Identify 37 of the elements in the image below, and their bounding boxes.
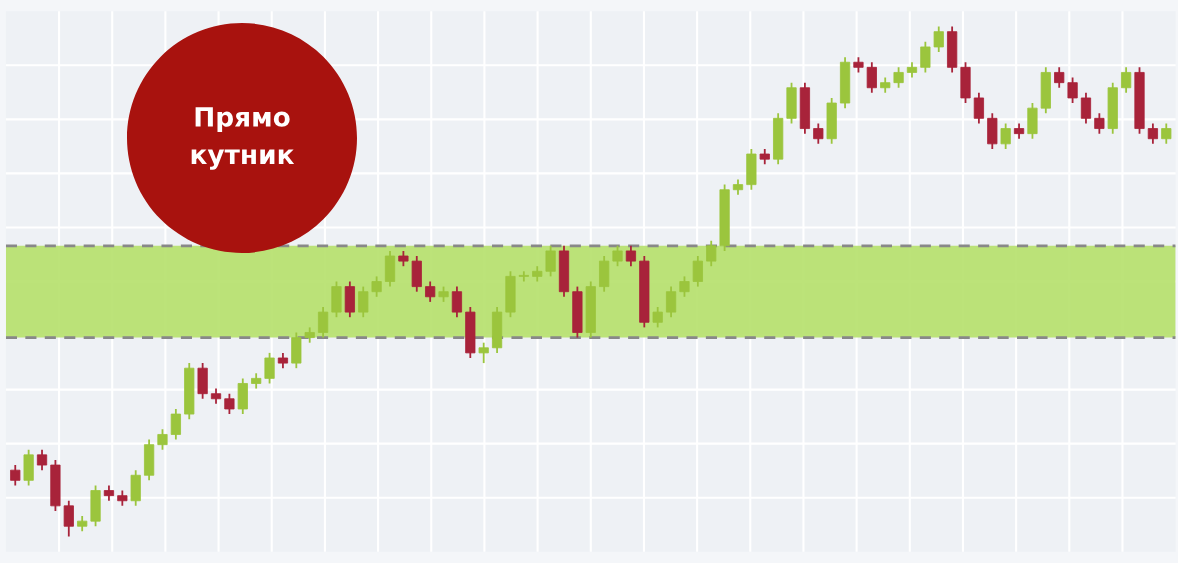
candlestick: [652, 306, 663, 329]
candlestick: [518, 270, 529, 283]
candlestick: [1161, 122, 1172, 145]
candlestick: [679, 275, 690, 298]
text: Прямо кутник: [191, 107, 295, 170]
candlestick: [973, 91, 984, 125]
candlestick: [1054, 66, 1065, 89]
candlestick: [706, 239, 717, 268]
candlestick: [625, 244, 637, 268]
candlestick: [612, 244, 623, 268]
candlestick: [36, 448, 48, 472]
candlestick: [264, 351, 275, 385]
candlestick: [63, 499, 74, 538]
candlestick: [893, 66, 904, 89]
candlestick: [665, 285, 677, 319]
candlestick: [478, 341, 489, 364]
candlestick: [317, 306, 329, 339]
candlestick: [1121, 66, 1132, 94]
candlestick: [170, 408, 181, 441]
candlestick: [692, 255, 703, 288]
candlestick: [358, 285, 369, 319]
candlestick: [224, 392, 235, 415]
candlestick: [1067, 76, 1078, 104]
candlestick: [866, 61, 877, 94]
candlestick: [1080, 91, 1092, 125]
candlestick: [545, 244, 556, 278]
candlestick: [1000, 122, 1011, 150]
candlestick: [813, 122, 824, 145]
candlestick: [1094, 112, 1105, 135]
candlestick: [425, 280, 436, 303]
candlestick: [933, 25, 944, 53]
candlestick: [920, 40, 931, 74]
candlestick: [371, 275, 382, 298]
candlestick: [1147, 122, 1158, 145]
candlestick: [157, 428, 168, 451]
candlestick: [451, 285, 463, 319]
candlestick: [10, 464, 21, 487]
